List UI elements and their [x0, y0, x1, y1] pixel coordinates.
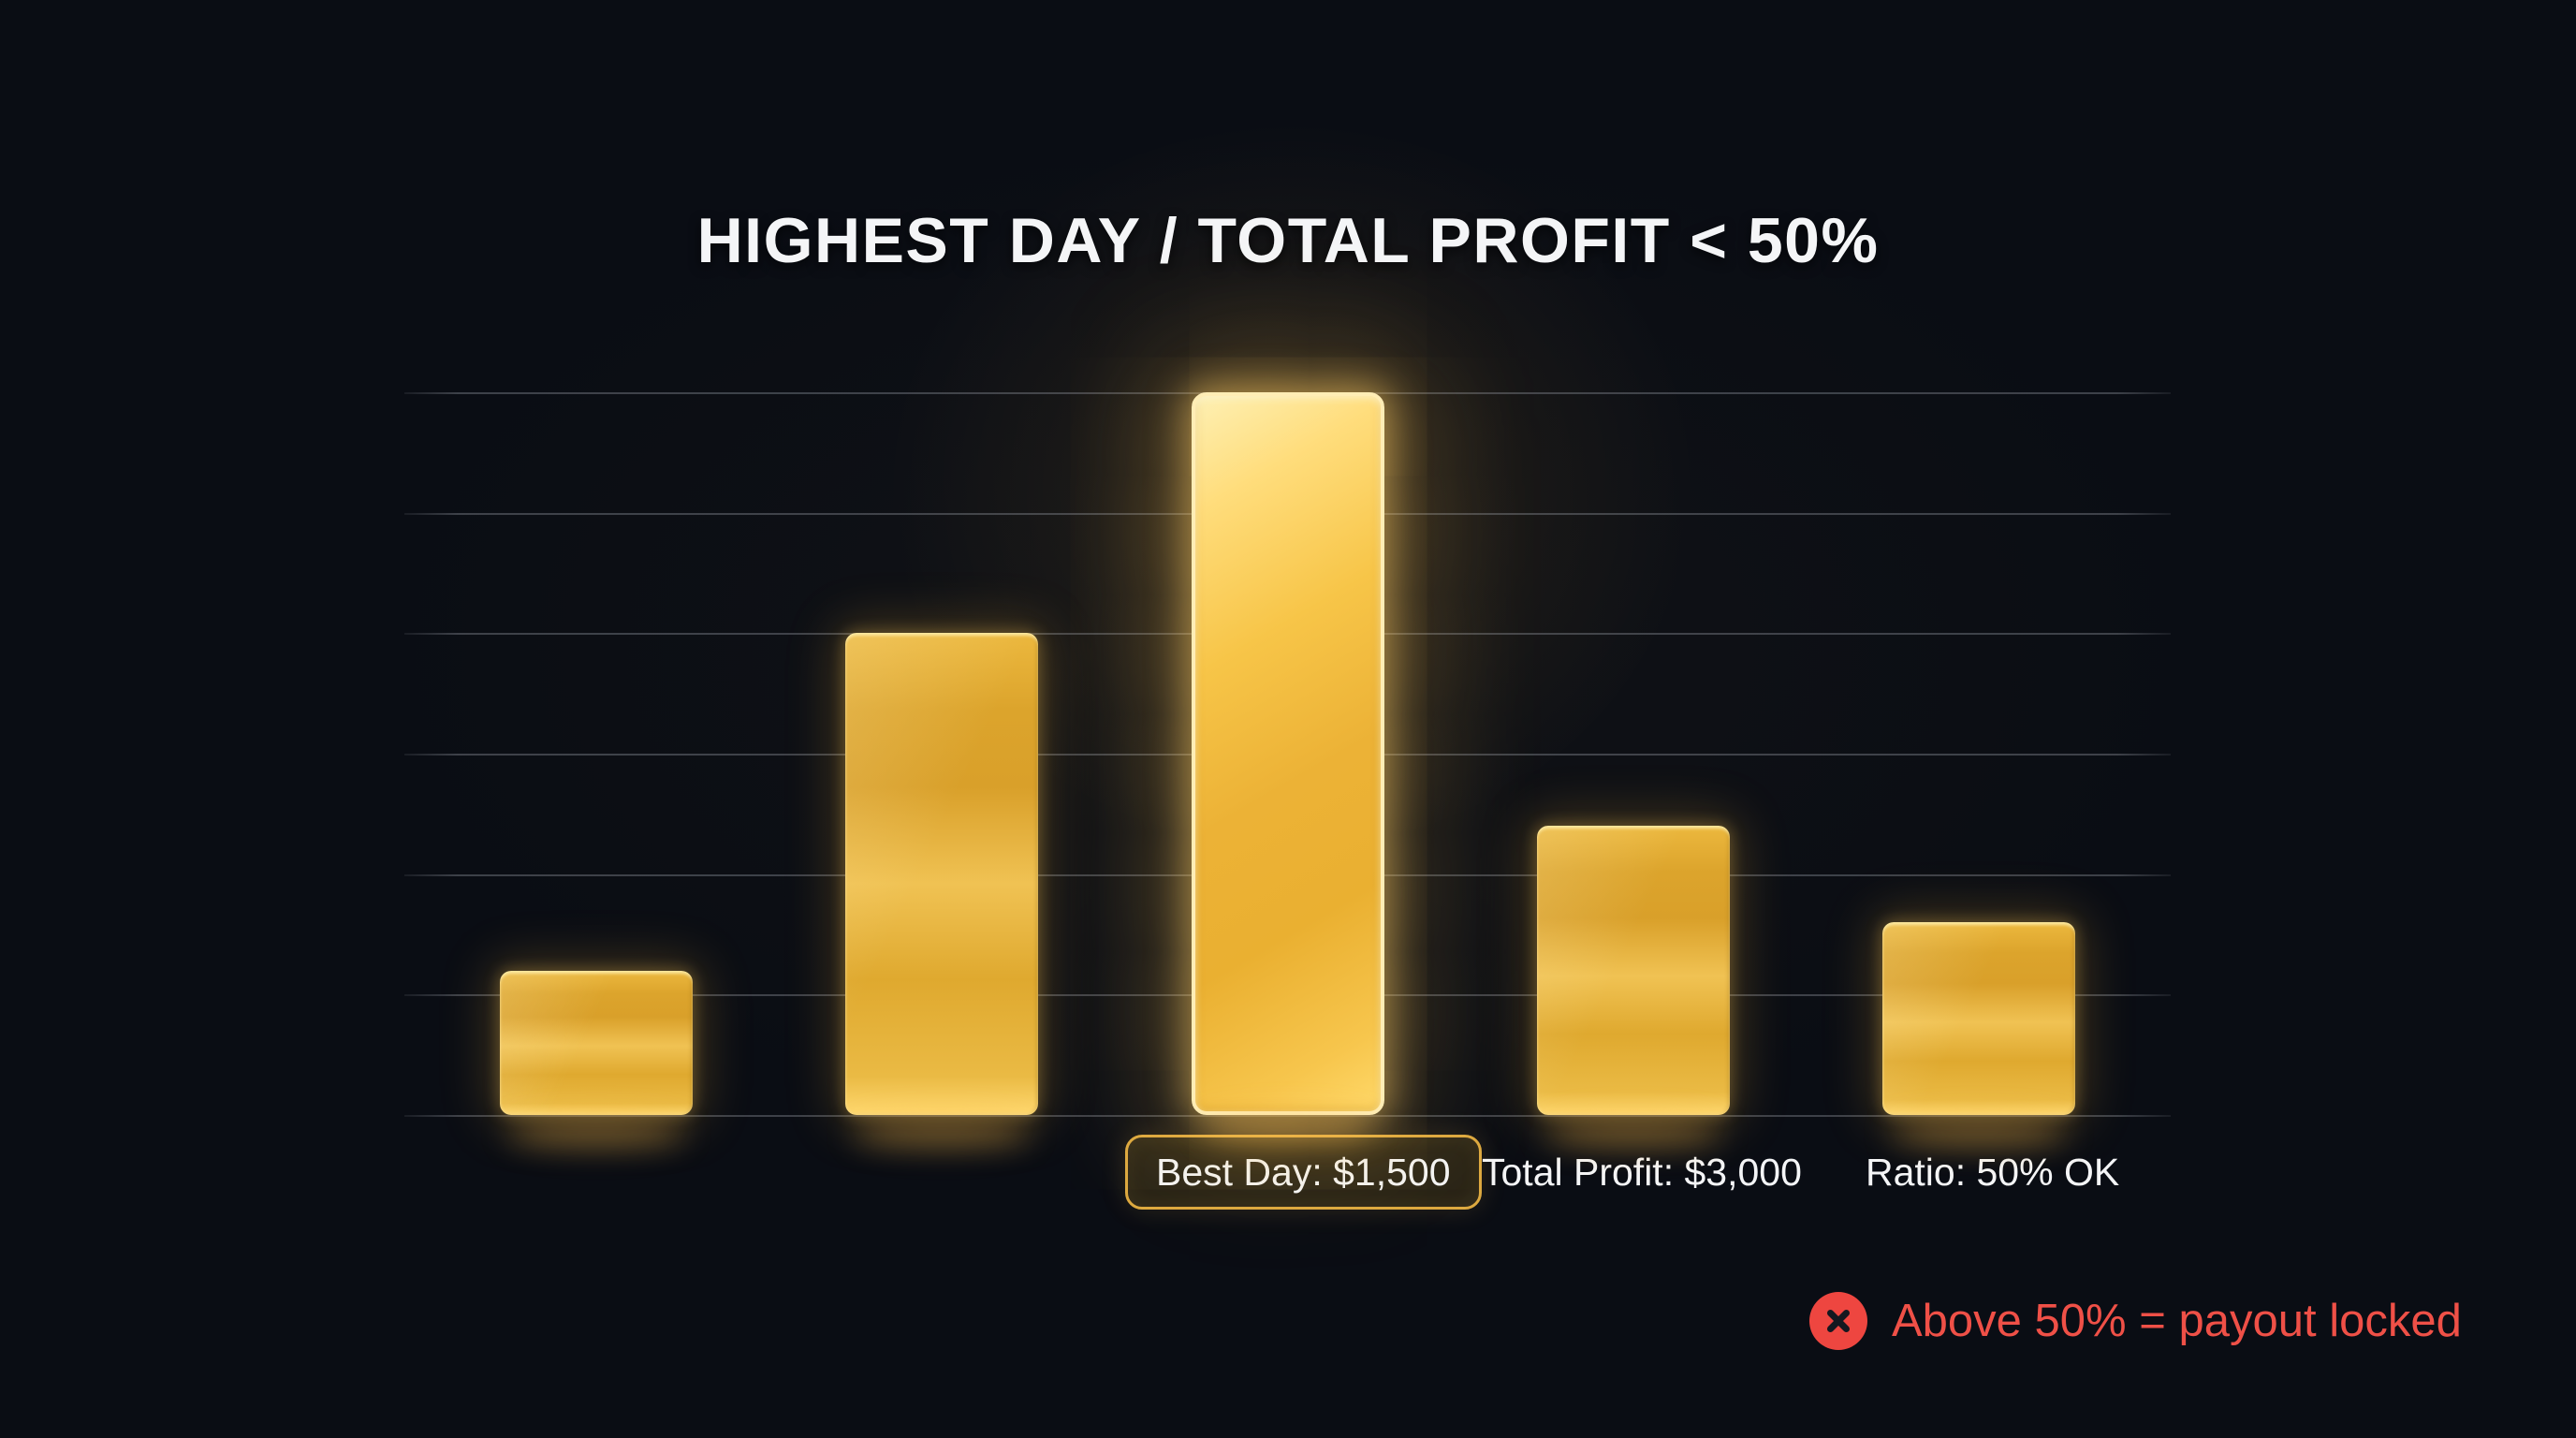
best-day-badge: Best Day: $1,500	[1125, 1135, 1482, 1210]
bar	[500, 970, 693, 1115]
bar-best-day	[1191, 392, 1384, 1115]
bar	[845, 633, 1039, 1115]
x-circle-icon	[1809, 1292, 1867, 1350]
payout-status: Above 50% = payout locked	[1809, 1292, 2462, 1350]
bar	[1882, 922, 2075, 1115]
ratio-label: Ratio: 50% OK	[1866, 1150, 2120, 1194]
best-day-label: Best Day: $1,500	[1156, 1150, 1451, 1194]
bar-series	[404, 392, 2171, 1115]
payout-status-text: Above 50% = payout locked	[1892, 1296, 2462, 1346]
bar	[1536, 826, 1730, 1115]
total-profit-label: Total Profit: $3,000	[1482, 1150, 1802, 1194]
page-title: HIGHEST DAY / TOTAL PROFIT < 50%	[696, 205, 1880, 276]
plot-area	[404, 392, 2171, 1117]
